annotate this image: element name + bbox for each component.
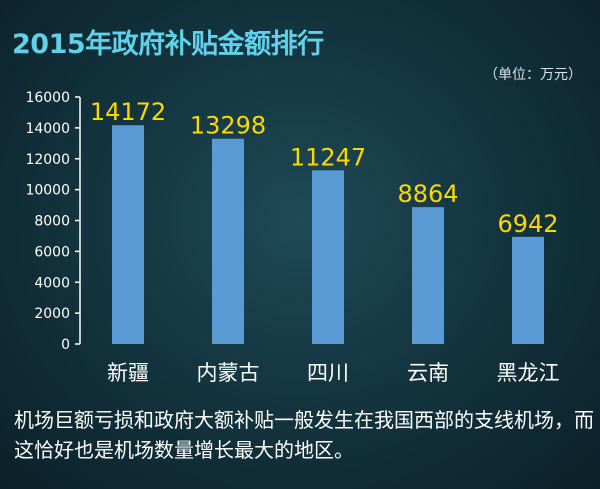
y-tick-label: 2000 [34,306,70,322]
chart-title: 2015年政府补贴金额排行 [12,29,324,60]
unit-note: （单位：万元） [484,67,582,83]
y-tick-label: 4000 [34,275,70,291]
x-category-label: 内蒙古 [197,361,260,385]
bar [412,207,444,344]
y-tick-label: 0 [61,337,70,353]
bar-value-label: 13298 [190,112,266,140]
bar [112,125,144,344]
bar-value-label: 6942 [497,210,558,238]
bar [212,138,244,344]
y-tick-label: 16000 [25,90,70,106]
bar-value-label: 11247 [290,143,366,171]
bar [512,236,544,344]
y-tick-label: 6000 [34,244,70,260]
x-category-label: 黑龙江 [497,361,560,385]
bar-chart: 0 2000 4000 6000 8000 10000 12000 14000 16000 141… [25,90,560,385]
y-tick-label: 12000 [25,152,70,168]
y-tick-label: 14000 [25,121,70,137]
y-tick-label: 10000 [25,183,70,199]
x-category-label: 四川 [307,361,349,385]
x-category-label: 云南 [407,361,449,385]
x-category-label: 新疆 [107,361,149,385]
y-tick-label: 8000 [34,214,70,230]
bar-value-label: 14172 [90,98,166,126]
bar [312,170,344,344]
caption-text: 机场巨额亏损和政府大额补贴一般发生在我国西部的支线机场，而这恰好也是机场数量增长… [14,408,594,462]
bar-value-label: 8864 [397,180,458,208]
